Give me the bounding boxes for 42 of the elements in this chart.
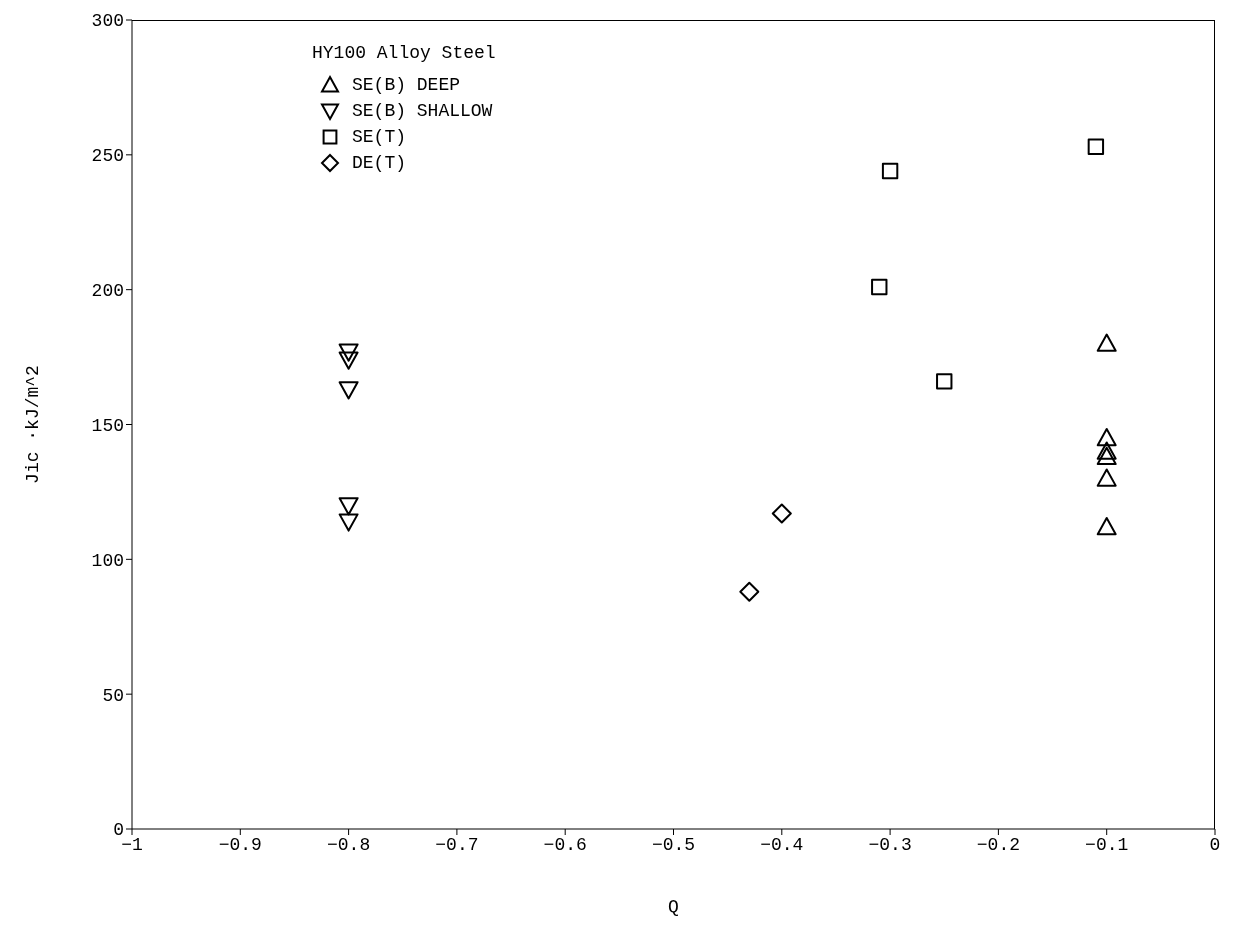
legend-title: HY100 Alloy Steel	[312, 42, 496, 65]
point	[1087, 138, 1105, 155]
y-tick-label: 250	[91, 146, 124, 167]
x-tick-label: −0.2	[976, 834, 1021, 855]
legend-label: SE(T)	[352, 126, 407, 149]
x-tick-label: −0.4	[760, 834, 804, 855]
x-tick-label: −0.6	[543, 834, 587, 855]
x-tick-label: −0.9	[218, 834, 262, 855]
x-tick-label: −0.8	[326, 834, 371, 855]
x-tick-label: −0.3	[868, 834, 912, 855]
point	[338, 343, 359, 362]
point	[881, 162, 899, 180]
x-tick-label: 0	[1209, 834, 1221, 855]
x-axis-title: Q	[668, 896, 679, 917]
point	[1096, 446, 1117, 466]
x-tick-label: −0.1	[1085, 834, 1129, 855]
legend-label: SE(B) DEEP	[352, 74, 461, 97]
y-axis-title: Jic ·kJ/m^2	[23, 365, 44, 484]
x-tick-label: −0.5	[651, 834, 696, 855]
point	[338, 497, 359, 516]
point	[338, 351, 359, 370]
point	[338, 381, 359, 400]
legend-label: SE(B) SHALLOW	[352, 100, 493, 123]
point	[936, 373, 953, 390]
point	[1096, 441, 1117, 460]
y-tick-label: 150	[91, 415, 124, 436]
point	[739, 581, 760, 602]
y-tick-label: 300	[91, 11, 124, 32]
point	[871, 278, 888, 296]
point	[1096, 427, 1117, 447]
y-tick-label: 0	[113, 820, 124, 841]
legend-label: DE(T)	[352, 152, 407, 175]
point	[771, 503, 792, 524]
x-tick-label: −0.7	[435, 834, 479, 855]
y-tick-label: 50	[102, 685, 124, 706]
point	[1096, 516, 1117, 536]
x-tick-label: −1	[121, 834, 143, 855]
y-tick-label: 200	[91, 281, 124, 302]
point	[1096, 468, 1117, 487]
point	[1096, 333, 1117, 352]
point	[338, 513, 359, 532]
y-tick-label: 100	[91, 550, 124, 571]
